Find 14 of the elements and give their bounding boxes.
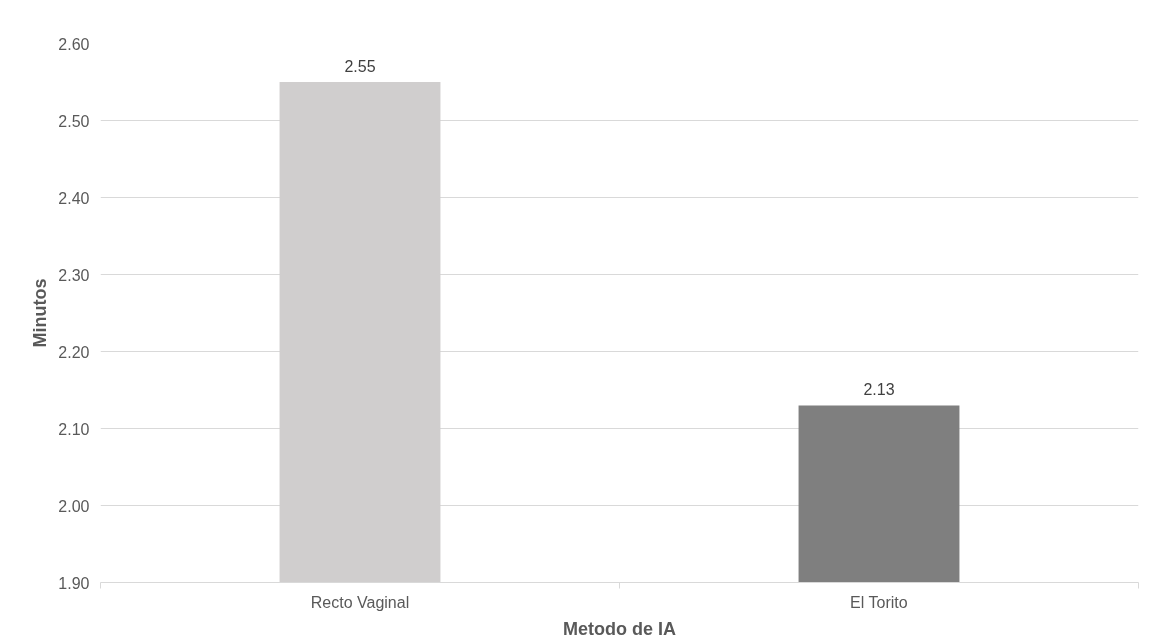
y-tick-label: 2.10 xyxy=(58,420,90,438)
y-tick-label: 2.50 xyxy=(58,112,90,130)
y-tick-label: 2.00 xyxy=(58,497,90,515)
x-tick-label: El Torito xyxy=(850,593,908,611)
y-tick-label: 1.90 xyxy=(58,574,90,592)
y-tick-label: 2.30 xyxy=(58,266,90,284)
x-tick-label: Recto Vaginal xyxy=(310,593,410,611)
y-tick-label: 2.20 xyxy=(58,343,90,361)
data-label: 2.13 xyxy=(863,381,895,399)
data-label: 2.55 xyxy=(344,58,376,75)
x-axis-title: Metodo de IA xyxy=(563,618,676,639)
y-tick-label: 2.60 xyxy=(58,35,90,53)
y-axis-title: Minutos xyxy=(30,278,51,348)
y-tick-label: 2.40 xyxy=(58,189,90,207)
